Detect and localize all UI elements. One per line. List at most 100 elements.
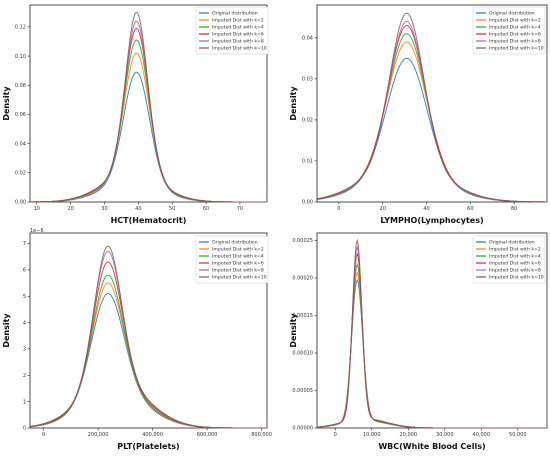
density-curve-2 xyxy=(30,39,267,203)
density-curve-1 xyxy=(29,52,267,203)
legend-label: Imputed Dist with k=10 xyxy=(212,275,267,281)
y-tick-label: 6 xyxy=(23,268,26,274)
y-tick-label: 1 xyxy=(23,399,26,405)
x-axis-title: HCT(Hematocrit) xyxy=(111,216,187,225)
legend-label: Imputed Dist with k=4 xyxy=(212,25,264,31)
y-tick-label: 3 xyxy=(23,347,26,353)
legend-box xyxy=(195,6,269,55)
x-tick-label: 400,000 xyxy=(142,432,163,438)
y-tick-label: 7 xyxy=(23,241,26,247)
y-axis-title: Density xyxy=(2,313,11,348)
y-tick-label: 0.04 xyxy=(15,141,26,147)
legend-label: Imputed Dist with k=2 xyxy=(489,247,541,253)
x-tick-label: 60 xyxy=(203,206,209,212)
density-curve-1 xyxy=(316,271,547,429)
legend-label: Imputed Dist with k=10 xyxy=(489,46,544,52)
x-tick-label: 50,000 xyxy=(509,432,527,438)
x-tick-label: 800,000 xyxy=(251,432,272,438)
legend-label: Imputed Dist with k=4 xyxy=(489,25,541,31)
y-scale-label: 1e−6 xyxy=(30,228,44,234)
y-tick-label: 0.00 xyxy=(302,200,313,206)
legend-label: Imputed Dist with k=6 xyxy=(212,32,264,38)
legend-label: Imputed Dist with k=2 xyxy=(212,18,264,24)
legend-label: Imputed Dist with k=8 xyxy=(212,268,264,274)
y-tick-label: 0.00020 xyxy=(292,276,313,282)
density-curve-5 xyxy=(29,245,267,429)
y-tick-label: 0.10 xyxy=(15,54,26,60)
density-curve-5 xyxy=(316,12,547,203)
legend-label: Imputed Dist with k=6 xyxy=(489,32,541,38)
density-curve-5 xyxy=(316,238,547,429)
legend-box xyxy=(195,235,269,284)
x-tick-label: 80 xyxy=(511,206,517,212)
y-tick-label: 0.00000 xyxy=(292,426,313,432)
legend-label: Imputed Dist with k=8 xyxy=(212,39,264,45)
x-tick-label: 600,000 xyxy=(197,432,218,438)
x-tick-label: 40 xyxy=(135,206,141,212)
y-tick-label: 0.12 xyxy=(15,25,26,31)
chart-panel-2: 0 200,000 400,000 600,000 800,000 0 1 2 3 4 5 6 7 1e−… xyxy=(2,228,272,451)
legend-label: Original distribution xyxy=(212,240,258,246)
density-curve-2 xyxy=(316,33,547,203)
y-tick-label: 0.00 xyxy=(15,200,26,206)
x-tick-label: 70 xyxy=(237,206,243,212)
legend-label: Original distribution xyxy=(489,240,535,246)
y-tick-label: 0.00005 xyxy=(292,388,313,394)
legend-label: Imputed Dist with k=4 xyxy=(212,254,264,260)
legend-label: Imputed Dist with k=6 xyxy=(489,261,541,267)
chart-panel-1: 0 20 40 60 80 0.00 0.01 0.02 0.03 0.04 LYMPHO(Lymp… xyxy=(289,4,548,225)
y-axis-title: Density xyxy=(289,86,298,121)
y-tick-label: 0 xyxy=(23,426,26,432)
x-tick-label: 50 xyxy=(169,206,175,212)
y-axis-title: Density xyxy=(2,86,11,121)
y-tick-label: 5 xyxy=(23,294,26,300)
x-tick-label: 0 xyxy=(42,432,45,438)
x-tick-label: 20 xyxy=(67,206,73,212)
y-tick-label: 4 xyxy=(23,320,26,326)
x-tick-label: 0 xyxy=(337,206,340,212)
legend-label: Original distribution xyxy=(489,11,535,17)
x-axis-title: LYMPHO(Lymphocytes) xyxy=(380,216,483,225)
density-curve-5 xyxy=(30,11,267,203)
density-curve-1 xyxy=(29,282,267,429)
legend-label: Original distribution xyxy=(212,11,258,17)
plot-frame xyxy=(29,4,268,203)
y-tick-label: 0.00025 xyxy=(292,238,313,244)
legend-label: Imputed Dist with k=10 xyxy=(489,275,544,281)
x-tick-label: 20 xyxy=(380,206,386,212)
x-tick-label: 10 xyxy=(34,206,40,212)
y-tick-label: 0.00010 xyxy=(292,351,313,357)
y-tick-label: 0.03 xyxy=(302,77,313,83)
legend-label: Imputed Dist with k=2 xyxy=(489,18,541,24)
legend-box xyxy=(472,6,546,55)
x-axis-title: PLT(Platelets) xyxy=(117,442,179,451)
plot-frame xyxy=(316,4,548,203)
y-tick-label: 0.04 xyxy=(302,36,313,42)
density-curve-0 xyxy=(316,279,547,429)
density-curve-0 xyxy=(29,293,267,429)
x-axis-title: WBC(White Blood Cells) xyxy=(378,442,485,451)
x-tick-label: 20,000 xyxy=(400,432,418,438)
plot-frame xyxy=(29,232,268,429)
y-tick-label: 2 xyxy=(23,373,26,379)
x-tick-label: 40 xyxy=(423,206,429,212)
x-tick-label: 30,000 xyxy=(436,432,454,438)
y-tick-label: 0.02 xyxy=(302,118,313,124)
density-curve-0 xyxy=(316,57,548,203)
legend-label: Imputed Dist with k=2 xyxy=(212,247,264,253)
y-tick-label: 0.01 xyxy=(302,159,313,165)
legend-box xyxy=(472,235,546,284)
x-tick-label: 0 xyxy=(334,432,337,438)
x-tick-label: 30 xyxy=(101,206,107,212)
y-tick-label: 0.06 xyxy=(15,112,26,118)
y-tick-label: 0.00015 xyxy=(292,313,313,319)
legend-label: Imputed Dist with k=8 xyxy=(489,39,541,45)
y-tick-label: 0.08 xyxy=(15,83,26,89)
x-tick-label: 60 xyxy=(467,206,473,212)
legend-label: Imputed Dist with k=10 xyxy=(212,46,267,52)
